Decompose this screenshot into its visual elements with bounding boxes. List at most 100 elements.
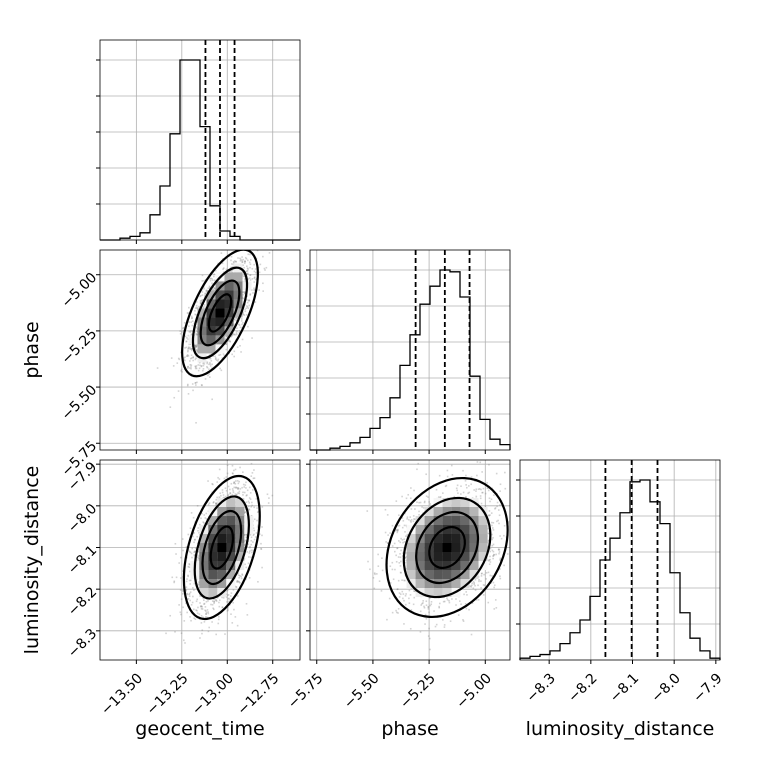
scatter-point	[488, 559, 490, 561]
scatter-point	[187, 383, 189, 386]
scatter-point	[245, 534, 248, 536]
scatter-point	[190, 321, 192, 323]
scatter-point	[218, 354, 220, 356]
scatter-point	[184, 359, 186, 362]
scatter-point	[200, 384, 203, 386]
scatter-point	[194, 382, 197, 384]
scatter-point	[207, 287, 210, 290]
scatter-point	[250, 289, 253, 291]
scatter-point	[185, 346, 188, 349]
scatter-point	[238, 490, 241, 493]
scatter-point	[187, 349, 189, 352]
scatter-point	[191, 347, 194, 350]
scatter-point	[175, 576, 178, 579]
scatter-point	[229, 270, 231, 272]
scatter-point	[187, 597, 190, 600]
scatter-point	[395, 611, 398, 614]
scatter-point	[465, 484, 467, 486]
scatter-point	[206, 523, 209, 525]
scatter-point	[203, 522, 205, 524]
scatter-point	[200, 605, 203, 608]
scatter-point	[194, 550, 197, 553]
scatter-point	[251, 504, 253, 507]
scatter-point	[173, 580, 176, 583]
scatter-point	[245, 536, 248, 539]
density-cell	[224, 317, 234, 327]
scatter-point	[224, 339, 227, 341]
scatter-point	[230, 482, 233, 485]
scatter-point	[240, 575, 242, 578]
scatter-point	[193, 589, 195, 591]
scatter-point	[211, 279, 214, 282]
contour-line	[201, 509, 243, 586]
scatter-point	[232, 472, 234, 475]
scatter-point	[187, 347, 190, 350]
scatter-point	[181, 371, 183, 373]
scatter-point	[228, 597, 230, 600]
scatter-point	[242, 491, 244, 494]
scatter-point	[182, 606, 184, 609]
scatter-point	[243, 512, 246, 515]
scatter-point	[189, 570, 191, 573]
scatter-point	[235, 586, 238, 588]
scatter-point	[242, 471, 244, 473]
scatter-point	[229, 340, 231, 342]
scatter-point	[221, 606, 224, 609]
scatter-point	[237, 487, 240, 490]
scatter-point	[208, 285, 211, 288]
scatter-point	[230, 266, 232, 269]
density-cell	[215, 335, 225, 345]
scatter-point	[246, 534, 248, 536]
scatter-point	[225, 268, 228, 271]
scatter-point	[189, 346, 191, 349]
scatter-point	[180, 368, 183, 371]
density-cell	[208, 552, 218, 561]
scatter-point	[193, 345, 196, 347]
scatter-point	[240, 577, 243, 580]
panel-frame	[519, 459, 721, 661]
scatter-point	[217, 476, 219, 479]
scatter-point	[201, 299, 203, 302]
scatter-point	[222, 597, 225, 599]
scatter-point	[217, 358, 220, 361]
scatter-point	[207, 600, 209, 602]
scatter-point	[259, 263, 262, 266]
scatter-point	[197, 369, 200, 372]
scatter-point	[237, 487, 240, 489]
scatter-point	[247, 325, 249, 328]
scatter-point	[248, 508, 251, 511]
density-cell	[215, 290, 225, 300]
scatter-point	[212, 607, 214, 610]
scatter-point	[221, 357, 224, 359]
scatter-point	[234, 496, 237, 499]
scatter-point	[202, 367, 205, 370]
scatter-point	[187, 365, 189, 368]
scatter-point	[470, 476, 473, 478]
scatter-point	[451, 474, 454, 476]
scatter-point	[210, 603, 212, 606]
scatter-point	[190, 349, 193, 352]
scatter-point	[196, 352, 199, 355]
scatter-point	[233, 329, 236, 332]
scatter-point	[256, 519, 258, 522]
scatter-point	[206, 362, 208, 365]
density-cell	[217, 507, 227, 516]
scatter-point	[193, 538, 196, 541]
scatter-point	[189, 357, 192, 360]
scatter-point	[246, 265, 248, 268]
scatter-point	[223, 496, 225, 499]
scatter-point	[246, 614, 249, 616]
scatter-point	[186, 384, 189, 387]
scatter-point	[237, 257, 239, 259]
scatter-point	[218, 601, 220, 604]
scatter-point	[241, 573, 243, 575]
scatter-point	[488, 463, 490, 466]
scatter-point	[239, 259, 242, 262]
scatter-point	[182, 593, 184, 595]
scatter-point	[244, 261, 246, 263]
scatter-point	[198, 367, 201, 370]
scatter-point	[250, 475, 253, 477]
scatter-point	[238, 323, 240, 326]
scatter-point	[462, 619, 464, 621]
